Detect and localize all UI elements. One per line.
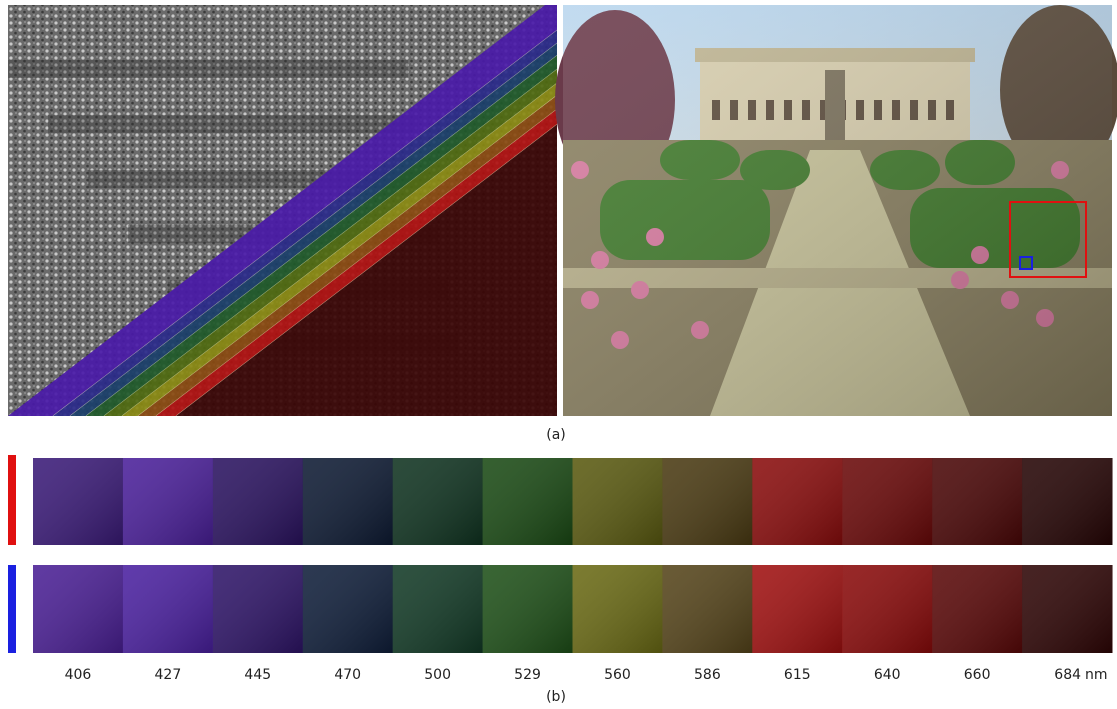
wavelength-label: 684	[1054, 667, 1081, 683]
patch-shade	[303, 458, 393, 545]
patch-shade	[752, 565, 842, 653]
patch-shade	[303, 565, 393, 653]
wavelength-label: 660	[964, 667, 991, 683]
wavelength-label: 560	[604, 667, 631, 683]
patch-shade	[662, 565, 752, 653]
patch-shade	[393, 458, 483, 545]
patch-shade	[573, 458, 663, 545]
patch-shade	[1022, 458, 1112, 545]
patch-shade	[393, 565, 483, 653]
patch-shade	[1022, 565, 1112, 653]
patch-shade	[842, 458, 932, 545]
patch-shade	[123, 565, 213, 653]
wavelength-label: 445	[244, 667, 271, 683]
wavelength-label: 529	[514, 667, 541, 683]
patch-shade	[213, 458, 303, 545]
patch-shade	[752, 458, 842, 545]
patch-shade	[33, 565, 123, 653]
page: (a) 406 427 445 470 500 529 560 586 615 640 660 684…	[0, 0, 1117, 709]
panel-label: (a)	[546, 427, 566, 443]
patch-shade	[483, 565, 573, 653]
wavelength-label: 406	[65, 667, 92, 683]
wavelength-label: 500	[424, 667, 451, 683]
patch-shade	[123, 458, 213, 545]
wavelength-label: 640	[874, 667, 901, 683]
texture-streak	[48, 115, 418, 133]
patch-shade	[213, 565, 303, 653]
patch-shade	[483, 458, 573, 545]
scene-shade	[563, 5, 1112, 416]
wavelength-label: 427	[155, 667, 182, 683]
patch-shade	[662, 458, 752, 545]
panel-label: (b)	[546, 689, 566, 705]
wavelength-label: 586	[694, 667, 721, 683]
region-marker-red	[8, 455, 16, 545]
texture-streak	[8, 60, 408, 78]
region-marker-blue	[8, 565, 16, 653]
patch-shade	[932, 565, 1022, 653]
wavelength-label: 470	[334, 667, 361, 683]
patch-shade	[932, 458, 1022, 545]
figure: (a) 406 427 445 470 500 529 560 586 615 640 660 684…	[0, 0, 1117, 709]
patch-shade	[33, 458, 123, 545]
rgb-scene	[555, 5, 1117, 416]
patch-shade	[573, 565, 663, 653]
patch-shade	[842, 565, 932, 653]
wavelength-label: 615	[784, 667, 811, 683]
unit-label: nm	[1085, 667, 1108, 683]
